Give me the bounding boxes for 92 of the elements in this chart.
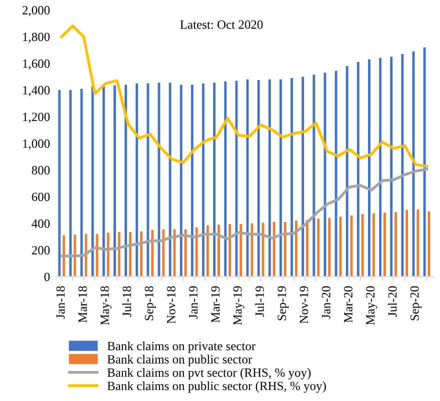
y-tick-label: 1,600 bbox=[23, 59, 50, 70]
bar bbox=[290, 78, 293, 277]
bar bbox=[91, 86, 94, 277]
bar bbox=[334, 70, 338, 277]
bar bbox=[346, 66, 348, 277]
legend-label: Bank claims on public sector bbox=[107, 354, 252, 366]
y-tick-label: 1,800 bbox=[23, 32, 50, 43]
x-tick-label: Mar-20 bbox=[344, 286, 352, 323]
y-tick-label: 1,400 bbox=[23, 86, 50, 96]
legend-label: Bank claims on pvt sector (RHS, % yoy) bbox=[107, 368, 311, 380]
bar bbox=[168, 82, 172, 277]
bar bbox=[235, 80, 238, 277]
bar bbox=[356, 62, 360, 277]
bar bbox=[401, 54, 404, 277]
bar bbox=[102, 84, 105, 277]
bar bbox=[294, 220, 298, 277]
x-tick-label: Sep-20 bbox=[410, 286, 422, 320]
bar bbox=[62, 235, 66, 277]
x-tick-label: Jul-19 bbox=[255, 286, 264, 317]
x-tick-label: Sep-19 bbox=[278, 286, 289, 320]
bar bbox=[272, 222, 276, 277]
x-tick-label: Jul-20 bbox=[388, 286, 397, 317]
bar bbox=[190, 84, 194, 277]
bar bbox=[180, 84, 182, 277]
bar bbox=[140, 231, 143, 277]
bar bbox=[129, 232, 132, 277]
x-tick-label: Sep-18 bbox=[144, 286, 156, 320]
annotation: Latest: Oct 2020 bbox=[180, 20, 263, 29]
x-tick-label: Jul-18 bbox=[122, 286, 132, 317]
bar bbox=[195, 227, 198, 277]
bar bbox=[146, 83, 150, 277]
bar bbox=[384, 212, 386, 277]
bar bbox=[80, 88, 83, 277]
bar bbox=[257, 80, 260, 277]
bar bbox=[328, 218, 331, 277]
bar bbox=[302, 76, 304, 277]
bar bbox=[162, 229, 165, 277]
bar bbox=[202, 83, 204, 277]
bar bbox=[114, 85, 116, 277]
legend-label: Bank claims on public sector (RHS, % yoy) bbox=[107, 381, 326, 393]
y-tick-label: 800 bbox=[32, 166, 50, 174]
bar bbox=[317, 218, 320, 277]
bar bbox=[284, 222, 286, 277]
bar bbox=[361, 214, 364, 277]
bar bbox=[106, 232, 110, 277]
bar bbox=[218, 224, 220, 277]
x-tick-label: Jan-18 bbox=[56, 286, 65, 319]
bar bbox=[379, 58, 382, 277]
y-tick-label: 1,200 bbox=[23, 112, 50, 123]
y-tick-label: 1,000 bbox=[23, 139, 50, 150]
bar bbox=[268, 79, 271, 277]
bar bbox=[394, 212, 397, 277]
bar bbox=[279, 79, 282, 277]
y-tick-label: 0 bbox=[44, 272, 50, 282]
bar bbox=[206, 225, 209, 277]
bar bbox=[224, 81, 227, 277]
bar bbox=[406, 210, 408, 277]
bar bbox=[124, 84, 128, 277]
y-tick-label: 2,000 bbox=[22, 6, 50, 16]
y-tick-label: 200 bbox=[32, 246, 50, 254]
x-tick-label: Jan-19 bbox=[189, 286, 198, 319]
bar bbox=[339, 216, 342, 277]
y-tick-label: 600 bbox=[32, 192, 50, 202]
bar bbox=[368, 59, 370, 277]
bar bbox=[416, 209, 420, 277]
bar bbox=[118, 232, 120, 277]
x-tick-label: Mar-19 bbox=[211, 286, 220, 323]
bar bbox=[151, 230, 154, 277]
bar bbox=[312, 74, 316, 277]
bar bbox=[96, 234, 98, 277]
x-tick-label: Nov-18 bbox=[166, 286, 176, 324]
bar bbox=[58, 90, 61, 277]
x-tick-label: May-18 bbox=[100, 286, 112, 325]
y-tick-label: 400 bbox=[32, 219, 50, 228]
bar bbox=[390, 56, 393, 277]
legend-label: Bank claims on private sector bbox=[107, 341, 256, 353]
x-tick-label: Jan-20 bbox=[322, 286, 330, 319]
bar bbox=[240, 224, 242, 277]
bar bbox=[74, 234, 76, 277]
x-tick-label: Nov-19 bbox=[300, 286, 308, 324]
bar bbox=[372, 213, 375, 277]
x-tick-label: May-20 bbox=[366, 286, 378, 325]
bar bbox=[423, 47, 426, 277]
x-tick-label: Mar-18 bbox=[78, 286, 87, 323]
bar bbox=[250, 223, 254, 277]
bar bbox=[306, 220, 308, 277]
bar bbox=[184, 229, 187, 277]
bar bbox=[136, 83, 138, 277]
bar bbox=[228, 224, 232, 277]
bar bbox=[213, 82, 216, 277]
line-series bbox=[60, 168, 428, 258]
x-tick-label: May-19 bbox=[233, 286, 244, 325]
